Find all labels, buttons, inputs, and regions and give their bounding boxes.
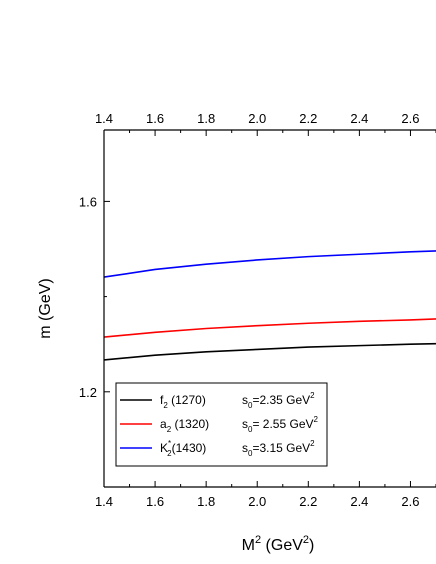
legend-param-2: s0=3.15 GeV2 — [242, 439, 315, 458]
legend-label-1: a2 (1320) — [160, 417, 209, 434]
y-axis-title: m (GeV) — [37, 278, 54, 338]
legend-label-0: f2 (1270) — [160, 393, 206, 410]
series-layer — [103, 250, 436, 361]
x-top-tick-label: 1.8 — [197, 111, 215, 126]
axes-layer: 1.4 1.4 1.6 1.6 1.8 1.8 2.0 2.0 2.2 2.2 2.4 2.4 2.6 2… — [37, 111, 436, 554]
y-tick-label: 1.2 — [79, 385, 97, 400]
x-tick-label: 1.8 — [197, 494, 215, 509]
x-tick-label: 1.4 — [95, 494, 113, 509]
series-line-0 — [103, 342, 436, 361]
x-axis-title: M2 (GeV2) — [242, 534, 315, 554]
x-tick-label: 1.6 — [146, 494, 164, 509]
x-tick-label: 2.2 — [299, 494, 317, 509]
y-tick-label: 1.6 — [79, 194, 97, 209]
x-top-tick-label: 1.4 — [95, 111, 113, 126]
x-tick-label: 2.0 — [248, 494, 266, 509]
x-top-tick-label: 2.6 — [401, 111, 419, 126]
legend-param-1: s0= 2.55 GeV2 — [242, 415, 319, 434]
x-top-tick-label: 2.2 — [299, 111, 317, 126]
legend-label-2: K* 2(1430) — [160, 439, 206, 458]
x-top-tick-label: 1.6 — [146, 111, 164, 126]
x-top-tick-label: 2.0 — [248, 111, 266, 126]
series-line-2 — [103, 250, 436, 278]
legend: f2 (1270) s0=2.35 GeV2 a2 (1320) s0= 2.55 G… — [115, 382, 328, 467]
x-tick-label: 2.6 — [401, 494, 419, 509]
x-tick-label: 2.4 — [350, 494, 368, 509]
x-top-tick-label: 2.4 — [350, 111, 368, 126]
series-line-1 — [103, 318, 436, 338]
legend-param-0: s0=2.35 GeV2 — [242, 391, 315, 410]
